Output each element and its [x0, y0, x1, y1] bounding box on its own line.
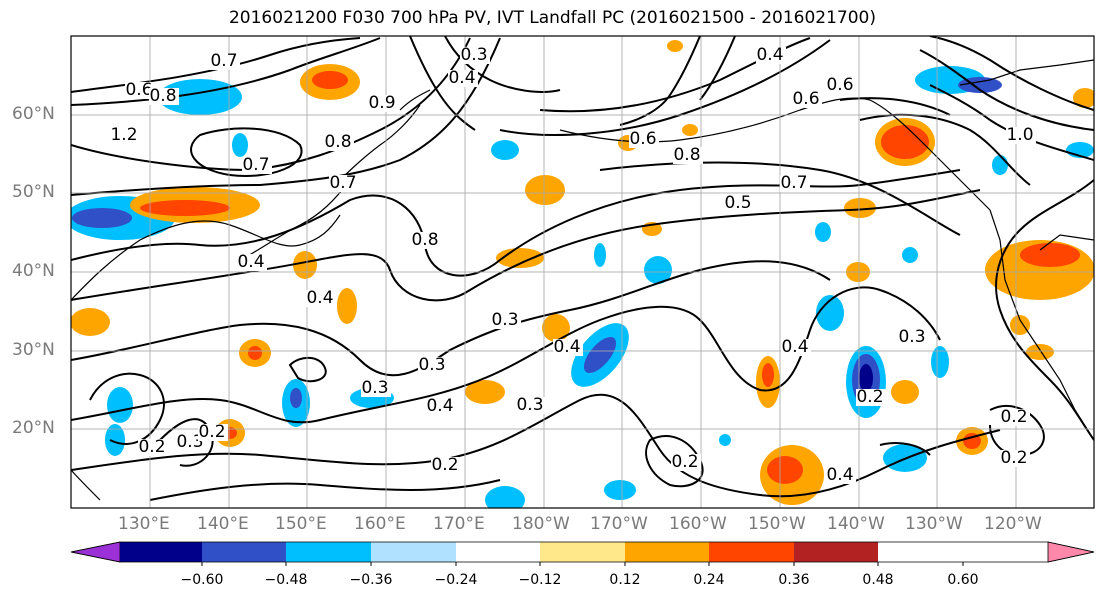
map-title: 2016021200 F030 700 hPa PV, IVT Landfall… [228, 8, 876, 28]
colorbar-tick-label: −0.24 [434, 572, 478, 588]
colorbar-tick-label: 0.36 [778, 572, 810, 588]
gridlines [71, 36, 1094, 508]
contour-label: 0.3 [176, 432, 203, 452]
contour-label: 0.8 [411, 230, 438, 250]
colorbar-segment [540, 542, 625, 562]
contour-label: 0.4 [426, 396, 453, 416]
colorbar-max-arrow [1047, 541, 1095, 563]
colorbar-segment [120, 542, 202, 562]
contour-label: 0.2 [1000, 407, 1027, 427]
longitude-label: 160°W [669, 514, 727, 534]
contour-label: 0.4 [306, 288, 333, 308]
map-plot-area: 0.70.60.81.20.90.80.70.40.80.70.40.40.30… [71, 36, 1094, 508]
longitude-label: 160°E [354, 514, 406, 534]
contour-label: 0.6 [629, 129, 656, 149]
colorbar-segment [709, 542, 794, 562]
contour-label: 0.5 [724, 193, 751, 213]
contour-label: 0.3 [361, 378, 388, 398]
longitude-label: 150°W [748, 514, 806, 534]
colorbar-tick-label: 0.24 [693, 572, 725, 588]
contour-label: 1.2 [110, 125, 137, 145]
contour-label: 0.7 [780, 173, 807, 193]
contour-label: 0.3 [460, 45, 487, 65]
contour-label: 0.9 [368, 93, 395, 113]
contour-label: 0.6 [826, 75, 853, 95]
longitude-label: 130°E [118, 514, 170, 534]
colorbar-tick-label: 0.48 [862, 572, 894, 588]
contour-label: 0.4 [781, 337, 808, 357]
colorbar-tick-label: 0.60 [947, 572, 979, 588]
colorbar-segment [286, 542, 371, 562]
contour-label: 0.6 [792, 89, 819, 109]
colorbar-tick-label: −0.36 [349, 572, 393, 588]
colorbar-segment [456, 542, 540, 562]
colorbar-segment [202, 542, 286, 562]
map-frame [70, 35, 1095, 509]
colorbar-segment [794, 542, 878, 562]
contour-label: 0.3 [898, 327, 925, 347]
longitude-label: 140°E [197, 514, 249, 534]
longitude-label: 140°W [827, 514, 885, 534]
latitude-label: 60°N [12, 104, 55, 124]
colorbar-segment [625, 542, 709, 562]
contour-label: 0.6 [125, 80, 152, 100]
latitude-label: 40°N [12, 261, 55, 281]
contour-label: 0.4 [448, 68, 475, 88]
colorbar-tick-label: −0.48 [264, 572, 308, 588]
colorbar-tick-label: −0.60 [180, 572, 224, 588]
colorbar-segment [371, 542, 456, 562]
contour-label: 0.8 [324, 132, 351, 152]
contour-label: 0.3 [491, 310, 518, 330]
longitude-label: 130°W [905, 514, 963, 534]
contour-label: 0.3 [418, 355, 445, 375]
colorbar-tick-label: 0.12 [609, 572, 641, 588]
contour-label: 0.3 [516, 395, 543, 415]
contour-label: 0.7 [329, 173, 356, 193]
contour-label: 0.2 [198, 422, 225, 442]
longitude-label: 120°W [984, 514, 1042, 534]
contour-label: 0.4 [553, 337, 580, 357]
contour-label: 0.2 [138, 437, 165, 457]
longitude-label: 150°E [275, 514, 327, 534]
contour-label: 0.8 [673, 145, 700, 165]
latitude-label: 30°N [12, 340, 55, 360]
longitude-label: 170°W [590, 514, 648, 534]
colorbar-min-arrow [70, 541, 121, 563]
pv-contours [71, 36, 1094, 501]
colorbar [70, 541, 1095, 566]
latitude-label: 20°N [12, 418, 55, 438]
contour-labels: 0.70.60.81.20.90.80.70.40.80.70.40.40.30… [110, 45, 1036, 485]
contour-label: 1.0 [1006, 125, 1033, 145]
contour-label: 0.4 [756, 45, 783, 65]
contour-label: 0.4 [237, 252, 264, 272]
contour-label: 0.7 [210, 51, 237, 71]
contour-label: 0.2 [671, 452, 698, 472]
longitude-label: 170°E [433, 514, 485, 534]
contour-label: 0.2 [856, 387, 883, 407]
latitude-label: 50°N [12, 182, 55, 202]
contour-label: 0.8 [149, 86, 176, 106]
contour-label: 0.7 [242, 155, 269, 175]
contour-label: 0.2 [431, 455, 458, 475]
contour-label: 0.4 [826, 465, 853, 485]
colorbar-tick-label: −0.12 [518, 572, 562, 588]
longitude-label: 180°W [512, 514, 570, 534]
contour-label: 0.2 [1000, 448, 1027, 468]
